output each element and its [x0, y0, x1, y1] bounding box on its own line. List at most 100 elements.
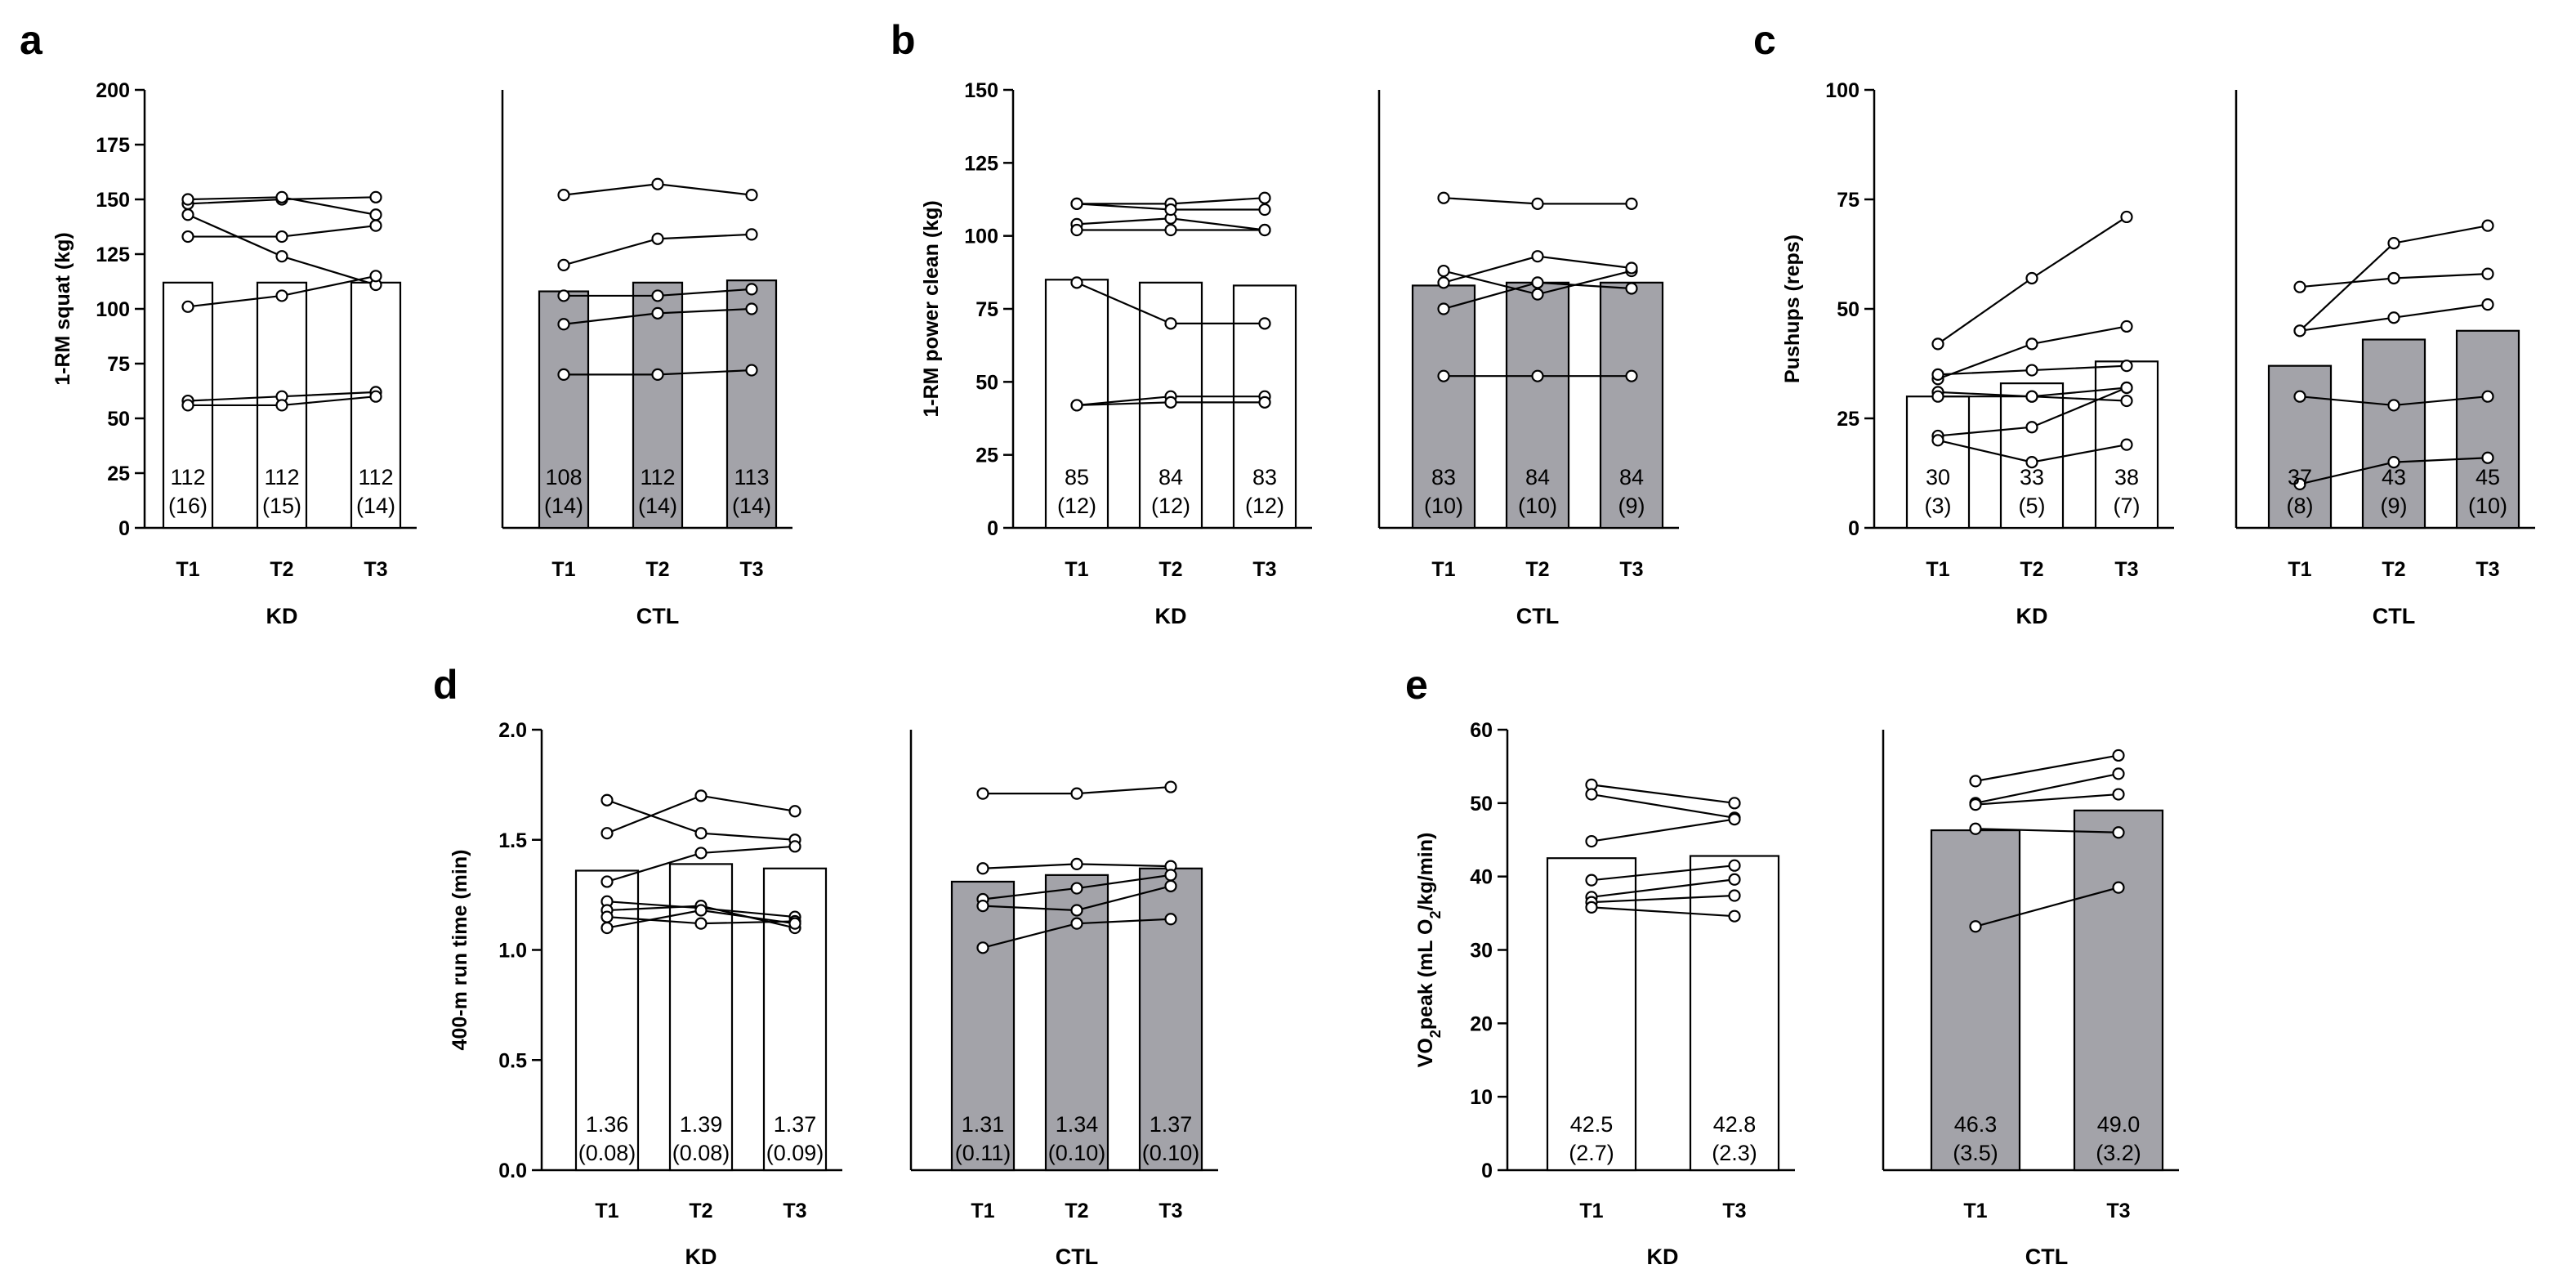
group-label: CTL: [2373, 604, 2415, 628]
data-point: [651, 177, 664, 190]
x-tick-label: T1: [1065, 558, 1088, 581]
y-axis-title: 1-RM squat (kg): [51, 232, 74, 386]
bar-sd-label: (12): [1245, 494, 1284, 518]
y-axis-title: Pushups (reps): [1781, 235, 1804, 383]
group-label: KD: [266, 604, 298, 628]
data-point: [2387, 399, 2400, 412]
group-kd: 112 (16) 112 (15) 112 (14) T1 T2 T3 KD: [145, 190, 417, 628]
data-point: [1585, 834, 1598, 848]
x-tick-label: T1: [551, 558, 575, 581]
data-point: [600, 921, 614, 935]
subject-line: [1975, 772, 2119, 804]
x-tick-label: T2: [689, 1200, 712, 1222]
x-tick-label: T2: [1159, 558, 1182, 581]
data-point: [2025, 364, 2038, 377]
bar-sd-label: (0.11): [955, 1141, 1011, 1165]
group-label: CTL: [636, 604, 679, 628]
y-tick-label: 0: [987, 517, 998, 540]
y-tick-label: 200: [96, 79, 130, 102]
y-tick-label: 0: [118, 517, 130, 540]
bar-mean-label: 113: [734, 465, 769, 489]
data-point: [1531, 250, 1544, 263]
data-point: [275, 289, 288, 302]
y-tick-label: 60: [1470, 719, 1493, 742]
data-point: [275, 230, 288, 244]
panel-letter-d: d: [433, 662, 458, 708]
data-point: [1258, 317, 1271, 330]
group-ctl: 83 (10) 84 (10) 84 (9) T1 T2 T3 CTL: [1379, 191, 1679, 628]
bar: [1905, 395, 1971, 530]
bar-sd-label: (14): [356, 494, 395, 518]
subject-line: [187, 213, 377, 286]
x-tick-label: T3: [2106, 1200, 2130, 1222]
bar: [950, 880, 1016, 1172]
data-point: [275, 399, 288, 412]
data-point: [181, 399, 194, 412]
data-point: [1070, 197, 1083, 210]
y-tick-label: 150: [96, 189, 130, 212]
x-tick-label: T2: [2020, 558, 2043, 581]
data-point: [181, 193, 194, 206]
data-point: [1164, 879, 1177, 892]
data-point: [1585, 874, 1598, 887]
data-point: [557, 258, 570, 271]
data-point: [694, 904, 708, 917]
bar-mean-label: 42.5: [1570, 1112, 1614, 1137]
data-point: [1585, 900, 1598, 914]
y-axis-title: VO2peak (mL O2/kg/min): [1414, 833, 1444, 1068]
y-axis-title-part: 2: [1427, 1030, 1444, 1038]
data-point: [1625, 369, 1638, 382]
data-point: [275, 250, 288, 263]
bar-mean-label: 43: [2382, 465, 2406, 489]
data-point: [1625, 197, 1638, 210]
data-point: [2025, 271, 2038, 285]
bar-mean-label: 84: [1525, 465, 1550, 489]
data-point: [2025, 337, 2038, 351]
x-tick-label: T3: [783, 1200, 806, 1222]
data-point: [976, 787, 989, 800]
data-point: [557, 289, 570, 302]
data-point: [2025, 421, 2038, 434]
bar-mean-label: 1.39: [680, 1112, 723, 1137]
bar-mean-label: 112: [640, 465, 675, 489]
data-point: [2112, 749, 2125, 762]
y-tick-label: 75: [1837, 189, 1859, 212]
subject-line: [1975, 828, 2119, 833]
data-point: [651, 289, 664, 302]
y-tick-label: 25: [107, 463, 130, 485]
data-point: [1728, 909, 1741, 923]
subject-line: [1591, 793, 1735, 819]
y-tick-label: 50: [1837, 298, 1859, 321]
data-point: [1164, 395, 1177, 409]
y-axis-title: 1-RM power clean (kg): [920, 200, 943, 417]
bar-sd-label: (15): [262, 494, 301, 518]
x-tick-label: T2: [645, 558, 669, 581]
bar: [725, 279, 778, 530]
panel-letter-b: b: [891, 17, 916, 63]
data-point: [1437, 191, 1450, 204]
x-tick-label: T1: [2288, 558, 2311, 581]
y-tick-label: 0: [1848, 517, 1859, 540]
bar-sd-label: (12): [1057, 494, 1096, 518]
subject-line: [1591, 906, 1735, 918]
y-tick-label: 175: [96, 134, 130, 157]
data-point: [1164, 223, 1177, 237]
bar-sd-label: (16): [168, 494, 208, 518]
y-tick-label: 30: [1470, 940, 1493, 963]
data-point: [2112, 826, 2125, 839]
data-point: [1070, 882, 1083, 895]
subject-line: [1591, 784, 1735, 804]
y-tick-label: 20: [1470, 1012, 1493, 1035]
data-point: [788, 917, 801, 930]
data-point: [181, 300, 194, 313]
bar-mean-label: 85: [1065, 465, 1089, 489]
data-point: [1531, 197, 1544, 210]
bar: [1689, 855, 1780, 1172]
data-point: [2481, 267, 2494, 280]
y-axis-title-part: /kg/min): [1414, 833, 1437, 911]
bar: [632, 281, 684, 530]
bar: [1505, 281, 1570, 530]
bar-sd-label: (0.09): [766, 1141, 824, 1165]
y-tick-label: 0.0: [498, 1160, 527, 1182]
data-point: [2120, 360, 2133, 373]
